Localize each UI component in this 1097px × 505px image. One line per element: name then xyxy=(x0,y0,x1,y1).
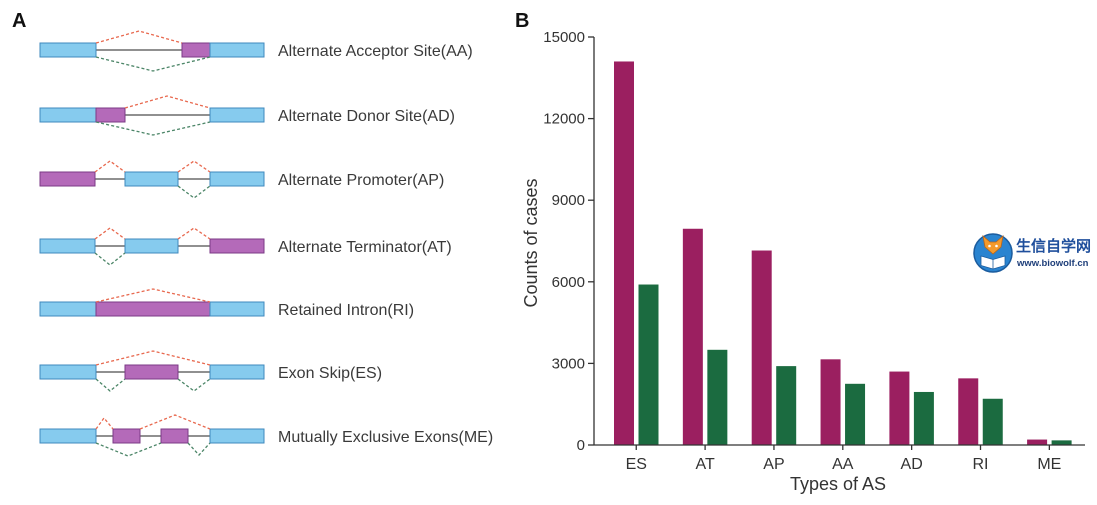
watermark-url: www.biowolf.cn xyxy=(1016,258,1089,269)
splice-junction-upper xyxy=(94,227,126,240)
bar-aa-series-1 xyxy=(820,359,841,445)
splicing-type-label: Mutually Exclusive Exons(ME) xyxy=(278,429,493,446)
constitutive-exon xyxy=(209,301,265,317)
constitutive-exon xyxy=(124,171,179,187)
alternative-exon xyxy=(124,364,179,380)
x-axis-ticks: ES AT AP AA AD RI ME xyxy=(626,445,1061,473)
x-axis-label: Types of AS xyxy=(790,474,886,494)
bar-ad-series-2 xyxy=(913,391,934,445)
splicing-type-label: Exon Skip(ES) xyxy=(278,365,382,382)
y-tick-label: 9000 xyxy=(552,192,585,209)
constitutive-exon xyxy=(209,107,265,123)
splice-junction-upper xyxy=(95,416,114,430)
constitutive-exon xyxy=(124,238,179,254)
bar-es-series-2 xyxy=(638,284,659,445)
splicing-type-label: Alternate Acceptor Site(AA) xyxy=(278,43,473,60)
splicing-type-label: Alternate Promoter(AP) xyxy=(278,172,444,189)
bar-me-series-1 xyxy=(1027,439,1048,445)
x-tick-label: AP xyxy=(763,456,784,473)
splicing-row-aa: Alternate Acceptor Site(AA) xyxy=(39,30,473,72)
splice-junction-lower xyxy=(95,442,162,457)
bar-chart: 0 3000 6000 9000 12000 15000 ES AT AP AA AD RI ME C… xyxy=(521,29,1085,494)
splicing-type-label: Alternate Donor Site(AD) xyxy=(278,108,455,125)
bar-es-series-1 xyxy=(614,61,634,445)
y-axis-ticks: 0 3000 6000 9000 12000 15000 xyxy=(543,29,594,454)
splice-junction-upper xyxy=(177,160,211,173)
constitutive-exon xyxy=(209,171,265,187)
splice-junction-lower xyxy=(95,121,211,136)
bar-ri-series-1 xyxy=(958,378,979,445)
splice-junction-upper xyxy=(95,288,211,303)
splicing-row-es: Exon Skip(ES) xyxy=(39,350,382,392)
constitutive-exon xyxy=(39,107,97,123)
splice-junction-lower xyxy=(94,252,126,266)
constitutive-exon xyxy=(39,238,96,254)
bar-me-series-2 xyxy=(1051,440,1072,445)
splice-junction-lower xyxy=(187,442,211,456)
y-tick-label: 15000 xyxy=(543,29,585,46)
alternative-exon xyxy=(39,171,96,187)
constitutive-exon xyxy=(39,301,97,317)
constitutive-exon xyxy=(209,364,265,380)
alternative-exon xyxy=(181,42,211,58)
splice-junction-upper xyxy=(124,95,211,109)
y-tick-label: 3000 xyxy=(552,355,585,372)
y-axis-label: Counts of cases xyxy=(521,178,541,307)
bar-ri-series-2 xyxy=(982,398,1003,445)
x-tick-label: AD xyxy=(901,456,923,473)
splicing-row-ad: Alternate Donor Site(AD) xyxy=(39,95,455,136)
alternative-exon xyxy=(160,428,189,444)
splice-junction-upper xyxy=(94,160,126,173)
splicing-row-at: Alternate Terminator(AT) xyxy=(39,227,452,266)
splicing-type-label: Retained Intron(RI) xyxy=(278,302,414,319)
panel-label-a: A xyxy=(12,10,26,32)
constitutive-exon xyxy=(39,364,97,380)
alternative-exon xyxy=(209,238,265,254)
splice-junction-upper xyxy=(95,30,183,44)
alternative-exon xyxy=(112,428,141,444)
panel-b: B 0 3000 6000 9000 12000 15000 ES AT AP AA AD RI ME… xyxy=(515,10,1085,494)
constitutive-exon xyxy=(209,42,265,58)
bar-ap-series-2 xyxy=(776,366,797,445)
panel-a: A Alternate Acceptor Site(AA) Alternate … xyxy=(12,10,493,457)
wolf-book-logo-icon xyxy=(973,233,1013,273)
splice-junction-upper xyxy=(177,227,211,240)
bar-at-series-2 xyxy=(707,349,728,445)
splice-junction-lower xyxy=(177,185,211,199)
y-tick-label: 0 xyxy=(577,437,585,454)
splice-junction-upper xyxy=(95,350,211,366)
bar-ap-series-1 xyxy=(751,250,772,445)
x-tick-label: RI xyxy=(973,456,989,473)
constitutive-exon xyxy=(209,428,265,444)
splicing-row-ap: Alternate Promoter(AP) xyxy=(39,160,444,199)
splicing-row-ri: Retained Intron(RI) xyxy=(39,288,414,319)
splice-junction-lower xyxy=(95,56,211,72)
x-tick-label: AT xyxy=(695,456,714,473)
bar-aa-series-2 xyxy=(845,383,866,445)
bar-ad-series-1 xyxy=(889,371,910,445)
constitutive-exon xyxy=(39,428,97,444)
alternative-exon xyxy=(95,301,211,317)
splice-junction-lower xyxy=(177,378,211,392)
splicing-row-me: Mutually Exclusive Exons(ME) xyxy=(39,414,493,457)
panel-label-b: B xyxy=(515,10,529,32)
x-tick-label: AA xyxy=(832,456,854,473)
bars xyxy=(614,61,1072,445)
y-tick-label: 12000 xyxy=(543,111,585,128)
constitutive-exon xyxy=(39,42,97,58)
splicing-type-label: Alternate Terminator(AT) xyxy=(278,239,452,256)
splice-junction-lower xyxy=(95,378,126,392)
bar-at-series-1 xyxy=(682,228,703,445)
alternative-exon xyxy=(95,107,126,123)
watermark-name: 生信自学网 xyxy=(1016,237,1091,255)
watermark: 生信自学网 www.biowolf.cn xyxy=(973,233,1091,273)
splice-junction-upper xyxy=(139,414,211,430)
y-tick-label: 6000 xyxy=(552,274,585,291)
x-tick-label: ES xyxy=(626,456,647,473)
x-tick-label: ME xyxy=(1037,456,1061,473)
